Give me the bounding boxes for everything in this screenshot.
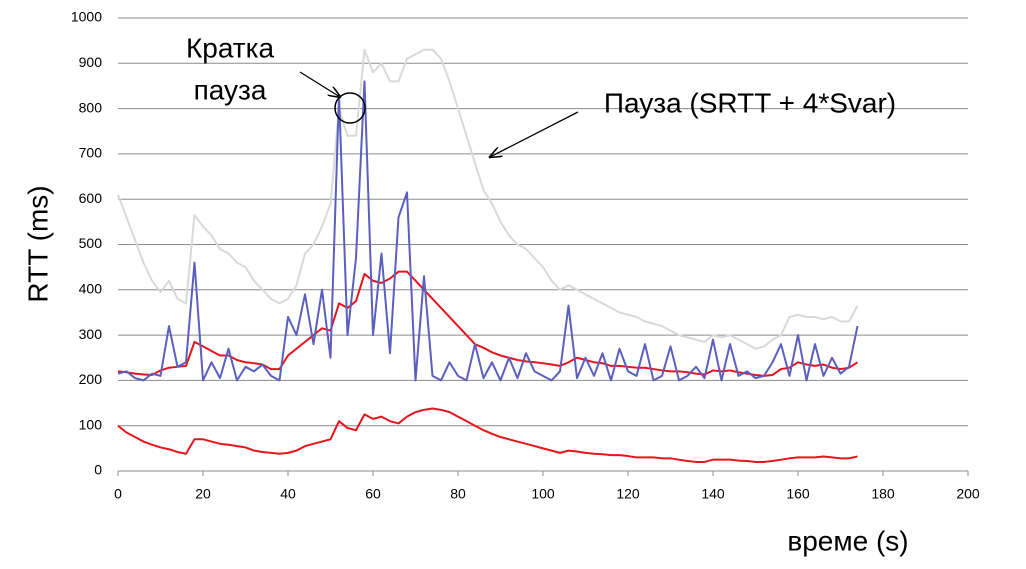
arrow	[299, 71, 340, 97]
series-line	[117, 48, 859, 350]
highlight-circle	[334, 92, 366, 124]
x-tick-label: 40	[280, 486, 296, 502]
x-tick-label: 160	[786, 486, 810, 502]
series-line	[117, 270, 859, 377]
plot	[117, 48, 859, 463]
x-tick-label: 60	[365, 486, 381, 502]
annotation: Кратка	[186, 32, 275, 63]
x-tick-label: 80	[450, 486, 466, 502]
x-tick-label: 180	[871, 486, 895, 502]
x-axis-title: време (s)	[787, 525, 908, 556]
annotation: пауза	[194, 74, 267, 105]
y-tick-label: 300	[79, 326, 103, 342]
y-tick-label: 400	[79, 281, 103, 297]
y-axis-title: RTT (ms)	[22, 185, 53, 302]
series-line	[117, 407, 858, 463]
y-tick-label: 200	[79, 371, 103, 387]
arrow	[490, 111, 579, 157]
x-tick-label: 20	[195, 486, 211, 502]
y-tick-label: 100	[79, 416, 103, 432]
y-tick-label: 0	[94, 462, 102, 478]
x-tick-label: 120	[616, 486, 640, 502]
x-tick-label: 200	[956, 486, 980, 502]
y-tick-label: 1000	[71, 9, 102, 25]
series-line	[117, 80, 859, 382]
y-tick-label: 900	[79, 54, 103, 70]
y-tick-label: 800	[79, 99, 103, 115]
x-tick-label: 0	[114, 486, 122, 502]
y-tick-label: 500	[79, 235, 103, 251]
grid: 0 100 200 300 400 500 600 700 800 900 1000 0 20 40 60 8…	[71, 9, 980, 502]
y-tick-label: 600	[79, 190, 103, 206]
x-tick-label: 100	[531, 486, 555, 502]
x-tick-label: 140	[701, 486, 725, 502]
y-tick-label: 700	[79, 145, 103, 161]
annotation: Пауза (SRTT + 4*Svar)	[604, 87, 896, 118]
